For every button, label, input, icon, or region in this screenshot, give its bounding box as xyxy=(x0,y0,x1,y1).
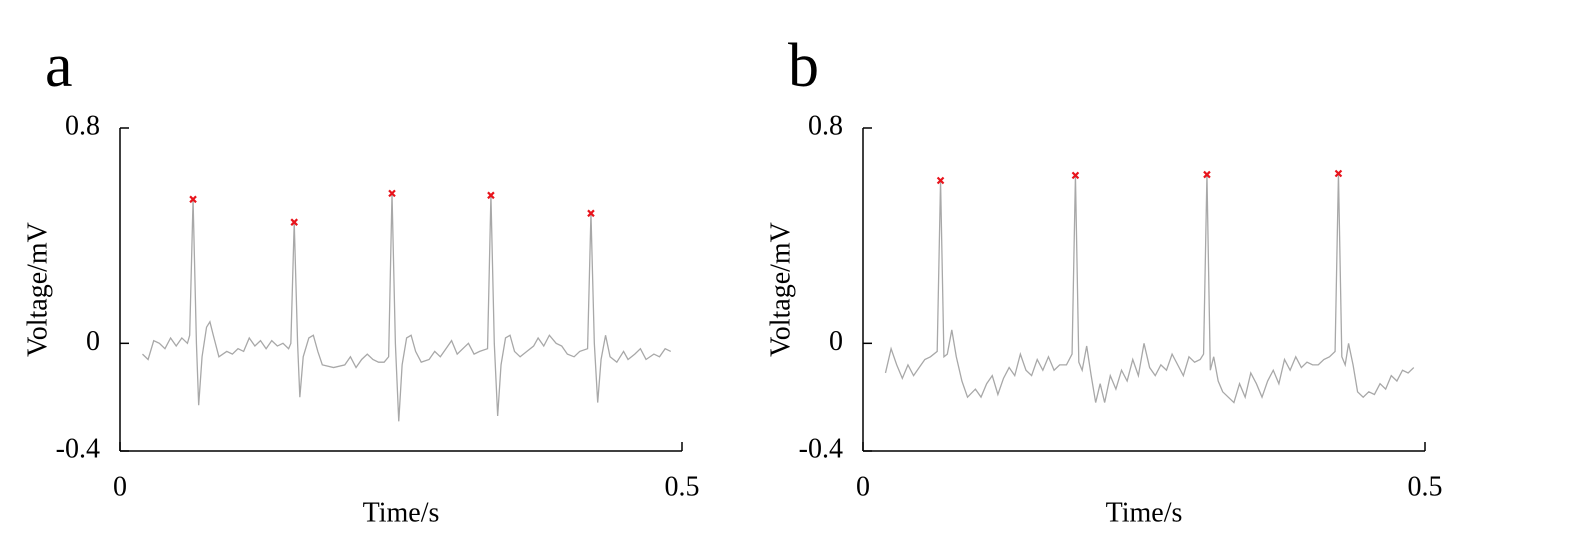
panel-label: a xyxy=(45,32,73,100)
y-tick-label: -0.4 xyxy=(56,433,100,464)
y-tick-label: -0.4 xyxy=(799,433,843,464)
peak-marker xyxy=(388,189,396,198)
peak-marker xyxy=(487,191,495,200)
peak-marker xyxy=(1071,171,1080,180)
peak-marker xyxy=(936,176,945,185)
peak-marker xyxy=(1334,169,1343,178)
y-axis-label: Voltage/mV xyxy=(22,222,53,357)
panel-label: b xyxy=(788,32,819,100)
x-axis-label: Time/s xyxy=(1106,497,1183,528)
peak-marker xyxy=(587,209,595,218)
signal-line xyxy=(884,173,1415,404)
y-tick-label: 0.8 xyxy=(808,110,843,141)
x-tick-label: 0 xyxy=(113,471,127,502)
x-axis-label: Time/s xyxy=(363,497,440,528)
y-axis-label: Voltage/mV xyxy=(765,222,796,357)
peak-marker xyxy=(1203,170,1211,179)
peak-marker xyxy=(290,218,298,226)
x-tick-label: 0.5 xyxy=(665,471,700,502)
x-tick-label: 0.5 xyxy=(1408,471,1443,502)
signal-line xyxy=(142,193,672,422)
y-tick-label: 0 xyxy=(829,326,843,357)
y-tick-label: 0 xyxy=(86,326,100,357)
y-tick-label: 0.8 xyxy=(65,110,100,141)
peak-marker xyxy=(189,195,197,204)
x-tick-label: 0 xyxy=(856,471,870,502)
